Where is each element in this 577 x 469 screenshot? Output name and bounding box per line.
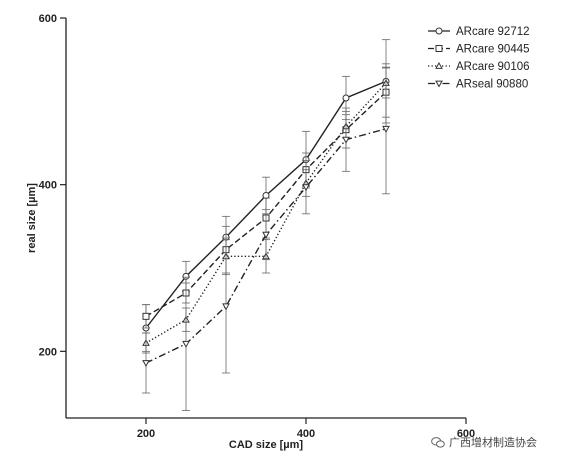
legend-label: ARcare 92712	[456, 26, 530, 38]
y-tick-label: 200	[39, 346, 57, 358]
data-point-triangle-down	[435, 80, 443, 88]
y-tick-label: 600	[39, 13, 57, 25]
ticks: 200 400 600 200 400 600	[39, 13, 476, 440]
legend-label: ARseal 90880	[456, 79, 528, 91]
legend-label: ARcare 90445	[456, 44, 530, 56]
x-tick-label: 600	[457, 428, 475, 440]
x-tick-label: 200	[137, 428, 155, 440]
wechat-icon	[431, 436, 445, 448]
data-point-triangle-down	[222, 303, 230, 311]
legend-item: ARcare 90445	[428, 44, 530, 56]
data-point-triangle-down	[182, 340, 190, 348]
y-tick-label: 400	[39, 180, 57, 192]
data-point-triangle-down	[262, 231, 270, 239]
legend: ARcare 92712 ARcare 90445 ARcare 90106 ARse…	[428, 26, 530, 91]
data-point-circle	[435, 27, 443, 35]
data-point-triangle-down	[382, 125, 390, 133]
legend-item: ARcare 92712	[428, 26, 530, 38]
data-point-square	[435, 45, 443, 52]
data-point-triangle-up	[435, 61, 443, 69]
series-group	[142, 39, 390, 352]
series-layer	[142, 39, 390, 411]
y-axis-label: real size [µm]	[26, 183, 38, 253]
x-axis-label: CAD size [µm]	[229, 439, 304, 451]
legend-item: ARcare 90106	[428, 61, 530, 73]
x-tick-label: 400	[297, 428, 315, 440]
data-point-square	[142, 312, 150, 320]
watermark: 广西增材制造协会	[431, 434, 537, 450]
watermark-text: 广西增材制造协会	[449, 436, 537, 449]
legend-label: ARcare 90106	[456, 61, 530, 73]
legend-item: ARseal 90880	[428, 79, 528, 91]
series-group	[142, 63, 390, 411]
data-point-circle	[342, 94, 350, 102]
data-point-triangle-down	[342, 136, 350, 144]
data-point-triangle-down	[302, 184, 310, 192]
data-point-triangle-down	[142, 360, 150, 368]
